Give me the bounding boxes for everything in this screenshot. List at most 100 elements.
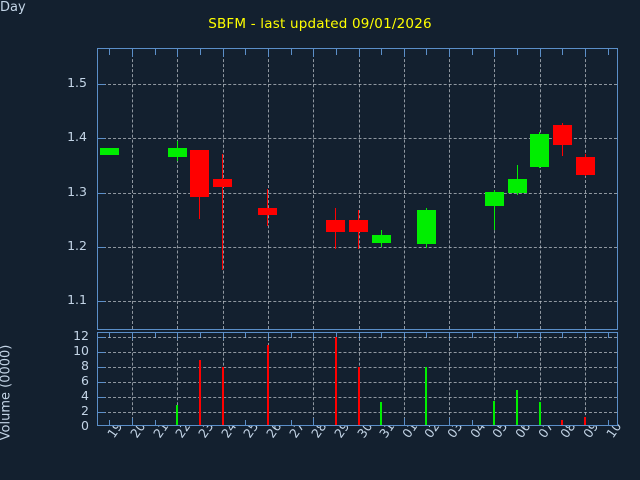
- x-tick-mark: [154, 49, 156, 55]
- day-gridline: [177, 333, 179, 425]
- volume-tick-mark: [98, 397, 105, 399]
- x-tick-mark: [426, 333, 428, 338]
- day-axis-title: Day: [0, 0, 26, 15]
- x-tick-mark: [245, 333, 247, 338]
- volume-bar: [425, 367, 428, 425]
- x-tick-mark: [109, 420, 111, 425]
- x-tick-mark: [562, 333, 564, 338]
- day-gridline: [449, 49, 451, 329]
- volume-bar: [584, 417, 587, 425]
- volume-tick-mark: [98, 352, 105, 354]
- x-tick-mark: [131, 333, 133, 340]
- x-tick-mark: [199, 49, 201, 55]
- x-tick-mark: [267, 333, 269, 340]
- price-tick-label: 1.1: [67, 292, 87, 308]
- volume-bar: [198, 359, 201, 425]
- candle-body: [507, 179, 527, 193]
- x-tick-mark: [154, 420, 156, 425]
- x-tick-mark: [199, 333, 201, 338]
- volume-tick-mark: [98, 367, 105, 369]
- day-gridline: [222, 49, 224, 329]
- day-gridline: [358, 49, 360, 329]
- x-tick-mark: [517, 49, 519, 55]
- day-gridline: [177, 49, 179, 329]
- x-tick-mark: [154, 333, 156, 338]
- x-tick-mark: [403, 333, 405, 340]
- x-tick-mark: [335, 333, 337, 338]
- x-tick-mark: [585, 49, 587, 57]
- x-tick-mark: [290, 420, 292, 425]
- volume-bar: [380, 402, 383, 425]
- day-gridline: [494, 49, 496, 329]
- day-gridline: [494, 333, 496, 425]
- volume-bar: [538, 402, 541, 425]
- day-gridline: [403, 49, 405, 329]
- x-tick-mark: [245, 49, 247, 55]
- volume-tick-mark: [98, 412, 105, 414]
- x-tick-mark: [517, 333, 519, 338]
- volume-gridline: [98, 352, 617, 354]
- x-tick-mark: [403, 418, 405, 425]
- x-tick-mark: [267, 49, 269, 57]
- volume-bar: [561, 419, 564, 425]
- volume-tick-label: 6: [81, 373, 89, 389]
- volume-tick-label: 12: [73, 328, 89, 344]
- day-gridline: [449, 333, 451, 425]
- x-tick-mark: [313, 418, 315, 425]
- candle-body: [371, 235, 391, 243]
- x-tick-mark: [222, 49, 224, 57]
- price-gridline: [98, 138, 617, 140]
- candle-body: [575, 157, 595, 176]
- x-tick-mark: [539, 333, 541, 340]
- candle-body: [326, 219, 346, 232]
- volume-bar: [221, 367, 224, 425]
- candle-body: [258, 207, 278, 216]
- candle-body: [416, 210, 436, 245]
- volume-tick-label: 4: [81, 388, 89, 404]
- price-tick-label: 1.3: [67, 183, 87, 199]
- price-plot-area: [97, 48, 618, 330]
- x-tick-mark: [131, 418, 133, 425]
- day-gridline: [131, 333, 133, 425]
- volume-bar: [493, 400, 496, 425]
- price-tick-mark: [98, 301, 105, 303]
- candle-body: [190, 150, 210, 198]
- day-gridline: [267, 49, 269, 329]
- candle-body: [99, 147, 119, 155]
- volume-gridline: [98, 337, 617, 339]
- volume-tick-label: 10: [73, 343, 89, 359]
- price-tick-mark: [98, 138, 105, 140]
- x-tick-mark: [290, 333, 292, 338]
- day-gridline: [313, 333, 315, 425]
- x-tick-mark: [539, 49, 541, 57]
- x-tick-mark: [177, 49, 179, 57]
- x-tick-mark: [562, 49, 564, 55]
- day-gridline: [403, 333, 405, 425]
- x-tick-mark: [449, 418, 451, 425]
- volume-bar: [516, 389, 519, 425]
- day-gridline: [539, 49, 541, 329]
- candle-body: [349, 219, 368, 232]
- volume-bar: [266, 344, 269, 425]
- day-gridline: [585, 333, 587, 425]
- x-tick-mark: [222, 333, 224, 340]
- candle-body: [167, 148, 187, 158]
- day-gridline: [539, 333, 541, 425]
- candle-body: [530, 134, 550, 167]
- candle-wick: [267, 188, 269, 227]
- x-tick-mark: [131, 49, 133, 57]
- x-tick-mark: [109, 49, 111, 55]
- price-tick-mark: [98, 246, 105, 248]
- x-tick-mark: [607, 420, 609, 425]
- x-tick-mark: [381, 49, 383, 55]
- volume-tick-label: 8: [81, 358, 89, 374]
- price-gridline: [98, 84, 617, 86]
- x-tick-mark: [313, 333, 315, 340]
- x-tick-mark: [494, 49, 496, 57]
- x-tick-mark: [381, 333, 383, 338]
- x-tick-mark: [313, 49, 315, 57]
- candle-wick: [493, 190, 495, 230]
- x-tick-mark: [449, 49, 451, 57]
- x-tick-mark: [177, 333, 179, 340]
